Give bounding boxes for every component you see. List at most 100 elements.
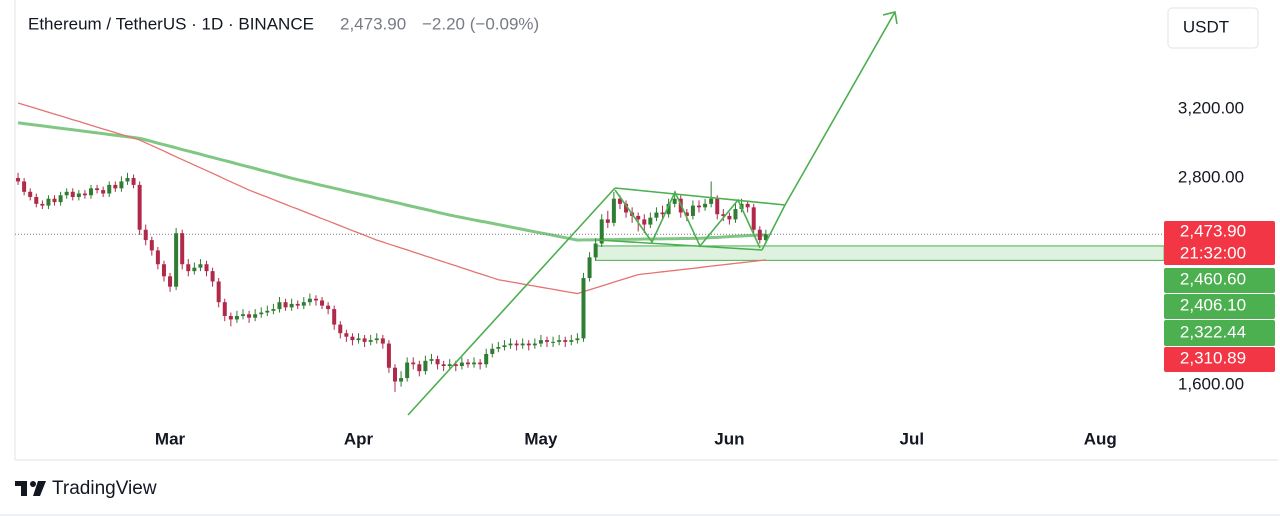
candle-body	[502, 345, 507, 348]
candle-body	[727, 215, 732, 220]
logo-part	[21, 481, 27, 496]
candle-body	[277, 302, 282, 310]
last-price: 2,473.90	[340, 14, 406, 33]
candle-body	[350, 336, 355, 341]
x-tick-label: Aug	[1084, 429, 1117, 448]
x-tick-label: May	[524, 429, 558, 448]
candle-body	[313, 298, 318, 301]
price-label-box	[1164, 221, 1275, 265]
candle-body	[210, 271, 215, 282]
price-label-box	[1164, 320, 1275, 346]
price-label: 2,406.10	[1180, 295, 1246, 314]
candle-body	[131, 177, 136, 185]
candle-body	[101, 190, 106, 194]
price-label-box	[1164, 294, 1275, 319]
candle-body	[605, 219, 610, 223]
breakout-arrow	[761, 11, 896, 251]
price-label: 2,310.89	[1180, 348, 1246, 367]
candle-body	[259, 312, 264, 315]
candle-body	[234, 315, 239, 320]
candle-body	[338, 324, 343, 334]
logo-part	[30, 481, 36, 487]
candle-body	[654, 212, 659, 218]
symbol-title: Ethereum / TetherUS · 1D · BINANCE	[28, 14, 314, 33]
candle-body	[496, 347, 501, 349]
candle-body	[545, 340, 549, 342]
candle-body	[490, 348, 495, 354]
candle-body	[526, 343, 531, 346]
candle-body	[453, 364, 458, 366]
candle-body	[52, 198, 57, 203]
candle-body	[113, 184, 118, 189]
arrow-head	[882, 11, 898, 25]
candle-body	[697, 205, 701, 208]
currency-label[interactable]: USDT	[1183, 17, 1229, 36]
candle-body	[684, 212, 689, 216]
candle-body	[332, 309, 337, 325]
candle-body	[636, 215, 641, 220]
candle-body	[119, 181, 124, 189]
candle-body	[648, 217, 653, 225]
candle-body	[465, 362, 470, 365]
candle-body	[599, 219, 604, 244]
candle-body	[666, 203, 671, 215]
candle-body	[320, 300, 325, 306]
candle-body	[703, 203, 708, 208]
candle-body	[356, 338, 361, 341]
candle-body	[326, 305, 331, 310]
moving-average	[17, 102, 766, 295]
candle-body	[216, 281, 221, 303]
candle-body	[660, 212, 665, 215]
target-zone	[595, 245, 1165, 261]
candle-body	[222, 302, 227, 316]
candle-body	[82, 193, 87, 196]
candle-body	[611, 198, 616, 223]
candle-body	[186, 264, 191, 272]
currency-button[interactable]	[1167, 7, 1259, 49]
candle-body	[180, 233, 185, 265]
candle-body	[715, 198, 720, 215]
x-tick-label: Jun	[714, 429, 744, 448]
candle-body	[40, 203, 45, 206]
candle-body	[642, 219, 647, 225]
candle-body	[198, 264, 203, 268]
candle-body	[253, 314, 258, 318]
candle-body	[557, 340, 562, 342]
candle-body	[204, 264, 209, 272]
y-tick-label: 1,600.00	[1178, 374, 1244, 393]
candle-body	[532, 343, 537, 346]
brand-logo	[15, 481, 46, 496]
candle-body	[307, 298, 312, 303]
candle-body	[624, 203, 629, 213]
candle-body	[143, 229, 148, 241]
candle-body	[538, 340, 543, 344]
plot-area	[15, 102, 1165, 392]
price-label-box	[1164, 347, 1275, 372]
candle-body	[581, 278, 586, 339]
candle-body	[168, 276, 173, 287]
candle-body	[58, 195, 63, 203]
candle-body	[271, 309, 276, 311]
x-tick-label: Apr	[344, 429, 374, 448]
candle-body	[447, 364, 452, 366]
zigzag	[614, 189, 761, 249]
candle-body	[241, 314, 245, 316]
candle-body	[368, 340, 373, 342]
candle-body	[617, 198, 622, 204]
candle-body	[125, 177, 130, 182]
logo-part	[33, 481, 46, 496]
brand-name: TradingView	[52, 478, 157, 499]
candle-body	[672, 198, 677, 204]
candle-body	[28, 191, 33, 197]
candle-body	[228, 315, 233, 320]
candle-body	[174, 233, 179, 287]
candle-body	[417, 364, 422, 372]
candle-body	[563, 340, 568, 342]
candle-body	[763, 234, 768, 241]
candle-body	[344, 333, 349, 337]
candle-body	[472, 362, 477, 365]
candle-body	[386, 343, 391, 368]
